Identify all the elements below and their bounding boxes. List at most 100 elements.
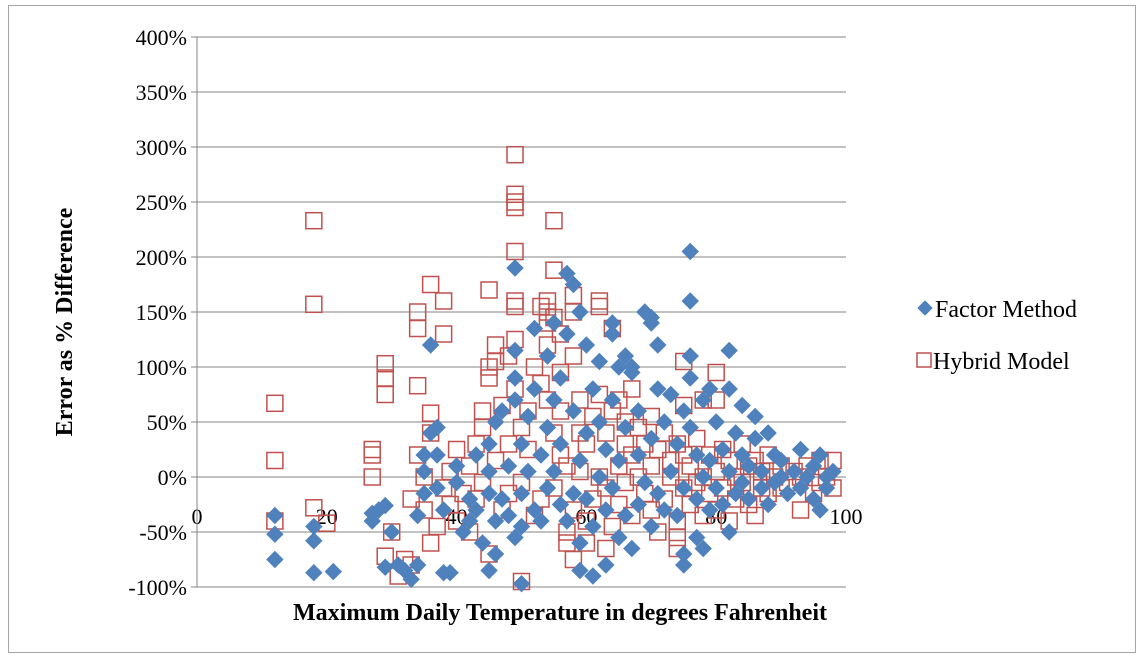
factor-method-point — [558, 512, 576, 530]
factor-method-point — [597, 440, 615, 459]
hybrid-model-point — [486, 352, 505, 371]
factor-method-point — [512, 574, 531, 593]
factor-method-point — [772, 451, 790, 470]
hybrid-model-point — [305, 295, 323, 314]
factor-method-point — [623, 539, 641, 558]
legend: Factor Method Hybrid Model — [916, 297, 1077, 375]
factor-method-point — [473, 534, 492, 552]
factor-method-point — [675, 402, 693, 420]
factor-method-point — [804, 457, 823, 475]
factor-method-point — [707, 413, 725, 431]
factor-method-point — [772, 468, 790, 486]
hybrid-model-point — [473, 418, 492, 437]
factor-method-point — [571, 561, 589, 580]
factor-method-point — [701, 380, 719, 398]
factor-method-point — [752, 462, 771, 481]
factor-method-point — [519, 462, 537, 481]
factor-method-point — [610, 528, 628, 547]
factor-method-point — [804, 490, 823, 508]
factor-method-point — [701, 501, 719, 519]
factor-method-point — [402, 570, 420, 589]
y-tick-label: 100% — [136, 355, 187, 380]
factor-method-point — [662, 385, 680, 404]
factor-method-point — [571, 451, 589, 470]
factor-method-point — [551, 369, 570, 387]
factor-method-point — [811, 446, 829, 464]
factor-method-point — [597, 501, 615, 519]
hybrid-model-point — [506, 297, 524, 316]
y-tick-label: -100% — [128, 575, 187, 600]
factor-method-point — [629, 446, 648, 464]
factor-method-point — [525, 380, 544, 398]
factor-method-point — [746, 429, 764, 448]
factor-method-point — [538, 479, 557, 497]
factor-method-point — [720, 523, 738, 541]
factor-method-point — [616, 347, 635, 365]
hybrid-model-point — [305, 211, 323, 230]
hybrid-model-point — [506, 145, 524, 164]
factor-method-point — [675, 545, 693, 563]
factor-method-point — [759, 424, 777, 442]
factor-method-point — [324, 562, 342, 581]
factor-method-point — [480, 435, 498, 453]
factor-method-point — [266, 525, 284, 543]
factor-method-point — [564, 402, 583, 420]
factor-method-point — [642, 429, 661, 448]
factor-method-point — [506, 528, 524, 547]
hybrid-model-point — [363, 440, 381, 459]
factor-method-point — [610, 358, 628, 376]
factor-method-point — [616, 418, 635, 437]
factor-method-point — [726, 484, 745, 503]
factor-method-point — [791, 479, 810, 497]
factor-method-point — [649, 380, 667, 398]
hybrid-model-point — [590, 292, 609, 310]
factor-method-point — [759, 495, 777, 514]
hybrid-model-point — [408, 319, 427, 338]
factor-method-point — [603, 479, 622, 497]
factor-method-point — [486, 512, 505, 530]
square-marker-icon — [916, 352, 932, 368]
legend-label-factor-method: Factor Method — [935, 297, 1077, 323]
factor-method-point — [493, 490, 511, 508]
factor-method-point — [571, 534, 589, 552]
factor-method-point — [447, 473, 466, 492]
factor-method-point — [480, 561, 498, 580]
hybrid-model-point — [473, 402, 492, 420]
factor-method-point — [694, 468, 712, 486]
factor-method-point — [564, 275, 583, 294]
factor-method-point — [655, 413, 673, 431]
factor-method-point — [616, 506, 635, 525]
factor-method-point — [811, 501, 829, 519]
factor-method-point — [493, 402, 511, 420]
factor-method-point — [421, 336, 440, 354]
factor-method-point — [441, 563, 459, 582]
factor-method-point — [668, 435, 686, 453]
factor-method-point — [668, 506, 686, 525]
factor-method-point — [590, 413, 609, 431]
factor-method-point — [506, 341, 524, 360]
chart-frame — [8, 5, 1136, 653]
factor-method-point — [584, 380, 602, 398]
factor-method-point — [467, 446, 485, 464]
factor-method-point — [506, 259, 524, 277]
factor-method-point — [506, 369, 524, 387]
hybrid-model-point — [791, 501, 810, 519]
hybrid-model-point — [376, 385, 394, 404]
hybrid-model-point — [473, 473, 492, 492]
factor-method-point — [662, 462, 680, 481]
factor-method-point — [460, 512, 479, 530]
factor-method-point — [467, 501, 485, 519]
factor-method-point — [675, 556, 693, 574]
factor-method-point — [681, 242, 699, 261]
factor-method-point — [733, 396, 751, 415]
hybrid-model-point — [532, 490, 550, 508]
factor-method-point — [739, 457, 758, 475]
factor-method-point — [752, 479, 771, 497]
factor-method-point — [305, 517, 323, 536]
hybrid-model-point — [480, 281, 498, 299]
hybrid-model-point — [506, 198, 524, 217]
y-tick-label: 250% — [136, 190, 187, 215]
factor-method-point — [746, 407, 764, 426]
x-tick-label: 100 — [830, 504, 863, 529]
factor-method-point — [428, 446, 446, 464]
